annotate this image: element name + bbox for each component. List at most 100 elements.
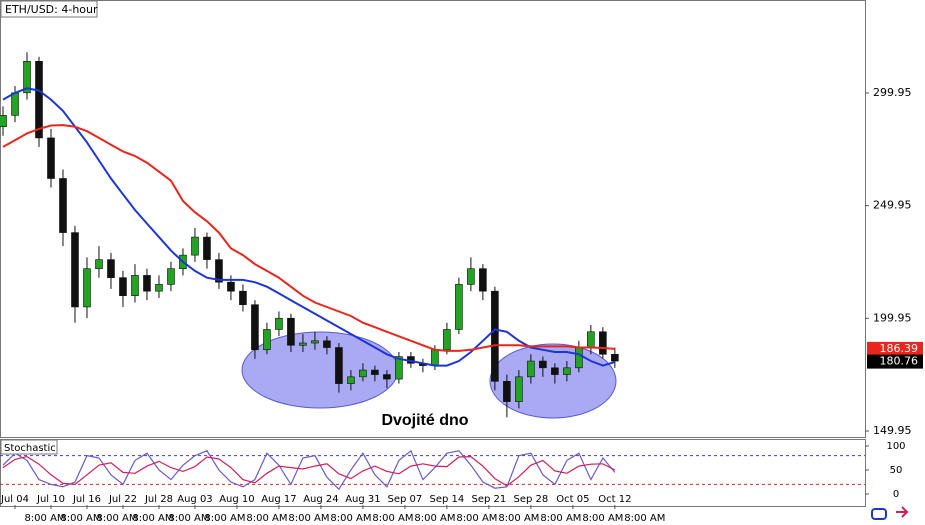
candle-body [371,369,379,375]
indicator-panel [0,439,866,507]
candle-body [359,369,367,378]
candle-body [35,61,43,139]
candle-body [107,259,115,278]
candle-body [527,360,535,378]
time-label: 8:00 AM [582,513,623,524]
candle-body [23,61,31,94]
last-value-box [867,354,923,369]
y-tick-label: 50 [890,465,903,476]
candle-body [515,376,523,402]
candle-body [251,304,259,351]
candle-body [167,268,175,285]
candle-body [503,381,511,402]
indicator-title-box [0,439,58,455]
candle-body [47,137,55,179]
candle-body [395,356,403,380]
candle-body [227,281,235,292]
last-value-label: 180.76 [880,355,919,368]
candle-body [347,376,355,384]
indicator-title: Stochastic [4,443,56,454]
moving-average [2,124,615,352]
candle-body [479,268,487,292]
candle-body [383,374,391,380]
x-tick-label: Sep 21 [472,494,507,505]
chart-title: ETH/USD: 4-hour [5,3,98,16]
toolbar-icons [871,506,909,520]
time-label: 8:00 AM [24,513,65,524]
marks: 149.95 199.95 249.95 299.95 0 50 100 Jul 04 8:00… [0,52,912,524]
candle-body [587,331,595,348]
time-label: 8:00 AM [96,513,137,524]
annotation: Dvojité dno [381,412,468,429]
candle-body [119,277,127,296]
x-tick-label: Jul 22 [108,494,137,505]
arrow-icon[interactable] [896,506,909,518]
y-tick-label: 0 [893,489,899,500]
candle-body [71,232,79,308]
candle-body [491,290,499,382]
moving-average [2,87,616,367]
candle-body [131,275,139,296]
x-tick-label: Aug 31 [345,494,380,505]
time-label: 8:00 AM [60,513,101,524]
candle-body [275,317,283,330]
candle-body [299,342,307,346]
stochastic-line [2,455,616,487]
x-tick-label: Sep 14 [430,494,465,505]
y-tick-label: 149.95 [873,424,912,437]
x-tick-label: Sep 28 [513,494,548,505]
candle-body [203,236,211,260]
candle-body [431,349,439,366]
time-label: 8:00 AM [132,513,173,524]
candle-body [335,347,343,384]
candle-body [263,329,271,351]
candle-body [0,115,7,127]
time-label: 8:00 AM [246,513,287,524]
time-label: 8:00 AM [624,513,665,524]
time-label: 8:00 AM [168,513,209,524]
x-tick-label: Jul 10 [36,494,65,505]
x-tick-label: Oct 12 [598,494,631,505]
highlight-ellipse [489,343,617,419]
candle-body [575,347,583,369]
candle-body [155,284,163,292]
candle-body [287,317,295,346]
y-tick-label: 199.95 [873,311,912,324]
candle-body [467,268,475,285]
candle-body [143,275,151,292]
candle-body [611,353,619,362]
stochastic-line [2,449,616,491]
y-tick-label: 100 [886,441,905,452]
candle-body [239,290,247,306]
candle-body [215,259,223,283]
x-tick-label: Jul 16 [72,494,101,505]
x-tick-label: Jul 28 [144,494,173,505]
time-label: 8:00 AM [330,513,371,524]
time-label: 8:00 AM [498,513,539,524]
candle-body [599,331,607,355]
candle-body [191,236,199,256]
x-tick-label: Jul 04 [0,494,29,505]
link-icon[interactable] [871,508,887,520]
x-tick-label: Sep 07 [388,494,423,505]
time-label: 8:00 AM [456,513,497,524]
x-tick-label: Oct 05 [556,494,589,505]
time-label: 8:00 AM [414,513,455,524]
time-label: 8:00 AM [372,513,413,524]
x-tick-label: Aug 24 [303,494,338,505]
y-tick-label: 249.95 [873,199,912,212]
x-tick-label: Aug 17 [261,494,296,505]
x-tick-label: Aug 03 [177,494,212,505]
time-label: 8:00 AM [288,513,329,524]
candle-body [323,340,331,348]
candle-body [83,268,91,308]
time-label: 8:00 AM [204,513,245,524]
price-panel [0,0,866,438]
last-value-label: 186.39 [880,342,919,355]
candle-body [563,367,571,375]
candle-body [539,360,547,369]
candle-body [95,259,103,269]
candle-body [455,284,463,330]
